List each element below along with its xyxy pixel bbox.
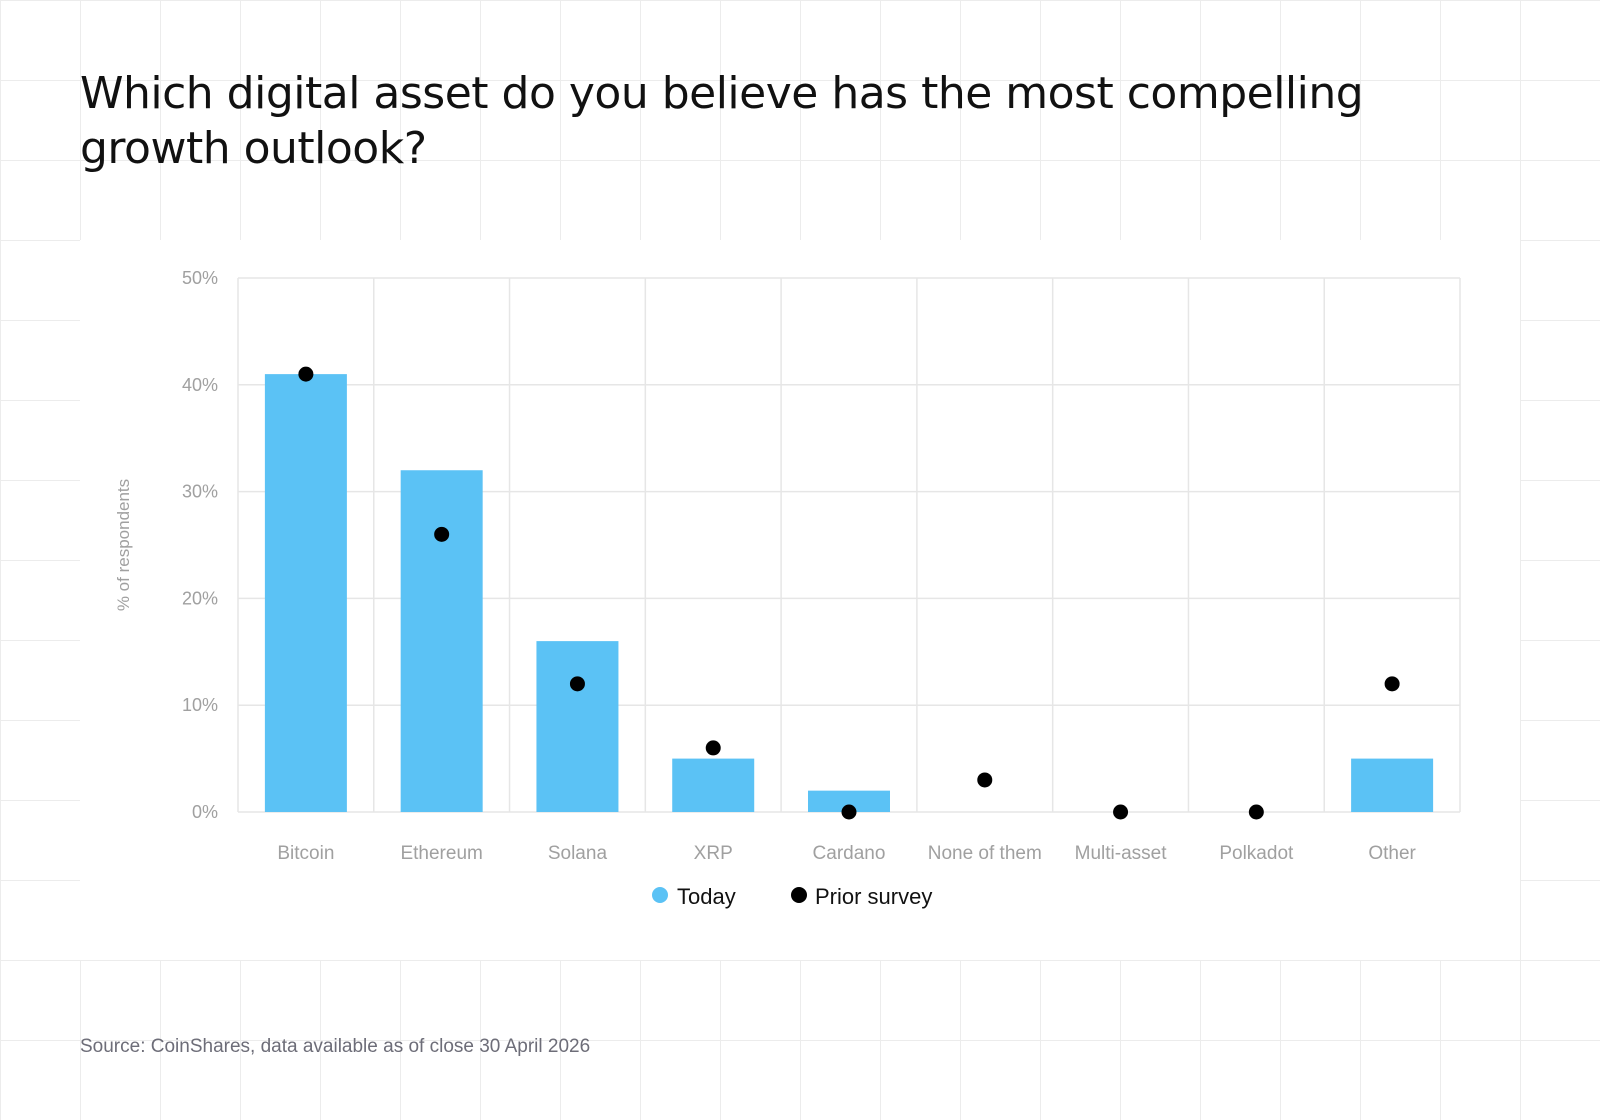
chart-title: Which digital asset do you believe has t… [80, 68, 1364, 174]
legend-today-label: Today [677, 884, 736, 909]
x-tick-label: Ethereum [400, 843, 482, 864]
bar-today [264, 374, 347, 812]
x-tick-label: Other [1368, 843, 1416, 864]
x-tick-label: None of them [928, 843, 1042, 864]
y-tick-label: 40% [182, 375, 218, 395]
x-tick-label: Solana [548, 843, 608, 864]
x-tick-label: XRP [694, 843, 733, 864]
x-tick-label: Multi-asset [1075, 843, 1168, 864]
x-tick-label: Cardano [813, 843, 886, 864]
dot-prior-survey [298, 366, 314, 382]
bar-today [672, 758, 755, 812]
chart-panel: 0% 10% 20% 30% 40% 50% % of respondents Bitcoin… [80, 240, 1520, 960]
dot-prior-survey [1113, 804, 1129, 820]
dot-prior-survey [1384, 676, 1400, 692]
dot-prior-survey [569, 676, 585, 692]
dot-prior-survey [1248, 804, 1264, 820]
chart: 0% 10% 20% 30% 40% 50% % of respondents Bitcoin… [114, 268, 1461, 909]
x-tick-label: Bitcoin [277, 843, 334, 864]
dot-prior-survey [434, 526, 450, 542]
source-note: Source: CoinShares, data available as of… [80, 1036, 591, 1057]
x-tick-label: Polkadot [1219, 843, 1294, 864]
dot-prior-survey [841, 804, 857, 820]
bar-today [400, 470, 483, 812]
legend-prior-label: Prior survey [815, 884, 932, 909]
y-tick-label: 50% [182, 268, 218, 288]
bar-today [808, 790, 890, 812]
legend-today-marker [652, 887, 668, 903]
bar-today [536, 641, 619, 812]
y-tick-label: 30% [182, 482, 218, 502]
y-tick-label: 0% [192, 802, 218, 822]
y-axis-title: % of respondents [114, 479, 133, 611]
dot-prior-survey [977, 772, 993, 788]
y-tick-label: 20% [182, 588, 218, 608]
legend-prior-marker [791, 887, 807, 903]
dot-prior-survey [705, 740, 721, 756]
y-tick-label: 10% [182, 695, 218, 715]
bar-today [1351, 758, 1434, 812]
